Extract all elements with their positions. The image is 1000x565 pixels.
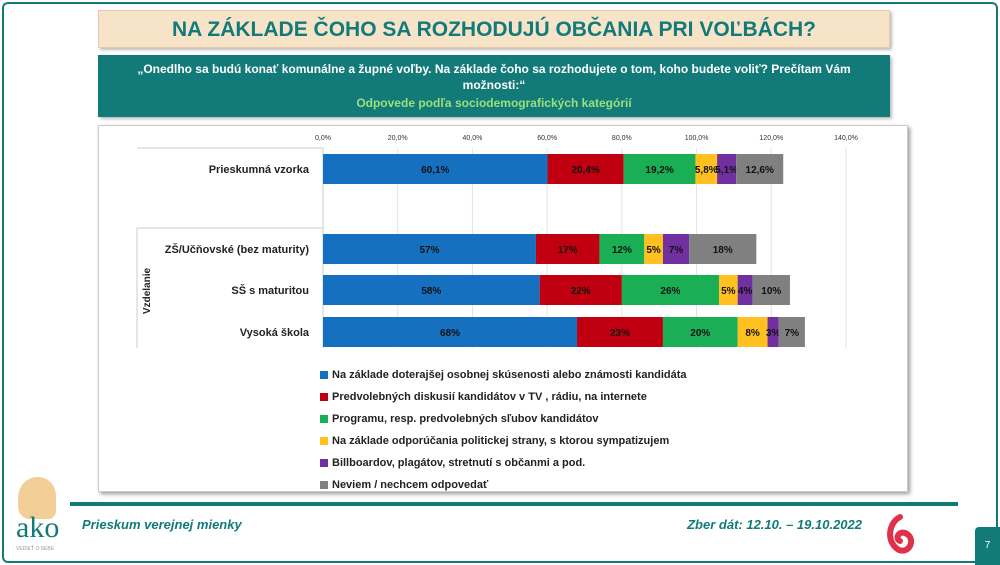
legend-item: Na základe odporúčania politickej strany… [320, 430, 687, 452]
legend-item: Neviem / nechcem odpovedať [320, 474, 687, 496]
footer-date-range: Zber dát: 12.10. – 19.10.2022 [687, 517, 862, 532]
x-tick-label: 140,0% [834, 135, 858, 142]
data-label: 8% [745, 328, 760, 339]
bar-segment [323, 234, 536, 264]
data-label: 23% [610, 328, 630, 339]
bar-segment [547, 154, 624, 184]
bar-segment [767, 317, 779, 347]
bar-segment [535, 234, 600, 264]
category-label: Vysoká škola [240, 327, 310, 339]
bar-segment [662, 317, 738, 347]
legend-item: Predvolebných diskusií kandidátov v TV ,… [320, 386, 687, 408]
bar-segment [718, 275, 738, 305]
legend-label: Programu, resp. predvolebných sľubov kan… [332, 413, 599, 425]
data-label: 7% [785, 328, 800, 339]
data-label: 5% [646, 245, 661, 256]
x-tick-label: 0,0% [315, 135, 331, 142]
bar-segment [621, 275, 719, 305]
legend-swatch [320, 415, 328, 423]
bar-segment [717, 154, 737, 184]
slide-title: NA ZÁKLADE ČOHO SA ROZHODUJÚ OBČANIA PRI… [98, 10, 890, 48]
bar-segment [695, 154, 718, 184]
bar-segment [736, 154, 784, 184]
category-label: SŠ s maturitou [231, 284, 309, 297]
legend-swatch [320, 393, 328, 401]
legend: Na základe doterajšej osobnej skúsenosti… [320, 364, 687, 496]
legend-label: Neviem / nechcem odpovedať [332, 479, 489, 491]
data-label: 7% [669, 245, 684, 256]
data-label: 26% [660, 286, 680, 297]
data-label: 5% [721, 286, 736, 297]
data-label: 19,2% [645, 165, 673, 176]
legend-swatch [320, 371, 328, 379]
legend-swatch [320, 437, 328, 445]
legend-label: Na základe odporúčania politickej strany… [332, 435, 670, 447]
data-label: 4% [738, 286, 753, 297]
ako-logo: ako VEDIEŤ O SEBE [12, 475, 72, 555]
footer-line [70, 502, 958, 506]
bar-segment [599, 234, 645, 264]
data-label: 57% [419, 245, 439, 256]
bar-segment [689, 234, 757, 264]
bar-segment [323, 317, 578, 347]
legend-item: Na základe doterajšej osobnej skúsenosti… [320, 364, 687, 386]
x-tick-label: 80,0% [612, 135, 632, 142]
subtitle: Odpovede podľa sociodemografických kateg… [356, 96, 632, 110]
bar-segment [644, 234, 663, 264]
question-text: „Onedlho sa budú konať komunálne a župné… [137, 62, 851, 92]
legend-swatch [320, 481, 328, 489]
bar-segment [539, 275, 622, 305]
bar-segment [577, 317, 663, 347]
data-label: 20% [690, 328, 710, 339]
bar-chart: 0,0% 20,0% 40,0% 60,0% 80,0% 100,0% 120,0% 140,… [136, 135, 858, 348]
footer-survey-label: Prieskum verejnej mienky [82, 517, 242, 532]
legend-item: Billboardov, plagátov, stretnutí s občan… [320, 452, 687, 474]
legend-swatch [320, 459, 328, 467]
group-label: Vzdelanie [142, 268, 153, 315]
page-number: 7 [975, 527, 1000, 565]
data-label: 68% [440, 328, 460, 339]
data-label: 58% [421, 286, 441, 297]
x-tick-label: 60,0% [537, 135, 557, 142]
x-tick-label: 120,0% [759, 135, 783, 142]
data-label: 3% [766, 328, 781, 339]
data-label: 22% [571, 286, 591, 297]
data-label: 12% [612, 245, 632, 256]
legend-label: Predvolebných diskusií kandidátov v TV ,… [332, 391, 647, 403]
logo-text: ako [16, 511, 60, 544]
x-tick-label: 40,0% [462, 135, 482, 142]
data-label: 5,8% [695, 165, 718, 176]
data-label: 5,1% [715, 165, 738, 176]
data-label: 10% [761, 286, 781, 297]
bar-segment [323, 154, 548, 184]
bar-segment [778, 317, 805, 347]
logo-tagline: VEDIEŤ O SEBE [16, 546, 55, 552]
category-label: Prieskumná vzorka [209, 164, 310, 176]
data-label: 18% [713, 245, 733, 256]
bar-segment [737, 275, 753, 305]
bar-segment [323, 275, 540, 305]
data-label: 17% [558, 245, 578, 256]
bar-segment [752, 275, 790, 305]
data-label: 60,1% [421, 165, 449, 176]
chart-area: 0,0% 20,0% 40,0% 60,0% 80,0% 100,0% 120,0% 140,… [98, 125, 908, 492]
data-label: 12,6% [746, 165, 774, 176]
bar-segment [737, 317, 768, 347]
legend-label: Na základe doterajšej osobnej skúsenosti… [332, 369, 687, 381]
bar-segment [662, 234, 690, 264]
category-label: ZŠ/Učňovské (bez maturity) [165, 243, 310, 256]
x-tick-label: 20,0% [388, 135, 408, 142]
x-tick-label: 100,0% [685, 135, 709, 142]
data-label: 20,4% [571, 165, 599, 176]
bar-segment [623, 154, 696, 184]
question-box: „Onedlho sa budú konať komunálne a župné… [98, 55, 890, 117]
spiral-logo-icon [887, 514, 915, 554]
head-icon [18, 477, 56, 519]
legend-item: Programu, resp. predvolebných sľubov kan… [320, 408, 687, 430]
legend-label: Billboardov, plagátov, stretnutí s občan… [332, 457, 586, 469]
